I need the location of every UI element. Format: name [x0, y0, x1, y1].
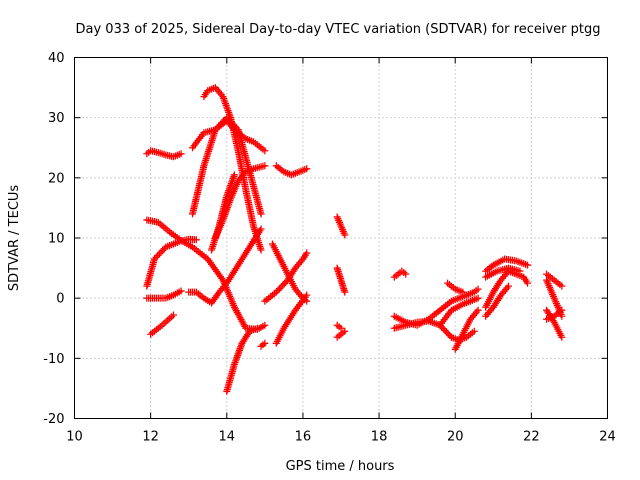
data-point-markers	[272, 162, 311, 179]
y-axis-label: SDTVAR / TECUs	[7, 185, 22, 292]
chart-title: Day 033 of 2025, Sidereal Day-to-day VTE…	[76, 22, 601, 37]
x-tick-label: 20	[447, 430, 464, 445]
data-series	[482, 282, 513, 320]
data-series	[543, 270, 566, 290]
data-series	[482, 255, 532, 275]
y-tick-label: 20	[48, 171, 65, 186]
data-series	[333, 321, 345, 332]
data-series	[444, 279, 467, 296]
data-point-markers	[223, 324, 261, 395]
y-tick-label: -20	[43, 412, 64, 427]
data-point-markers	[482, 255, 532, 275]
data-point-markers	[272, 291, 311, 347]
data-point-markers	[333, 321, 345, 332]
y-tick-label: 30	[48, 111, 65, 126]
y-tick-label: 40	[48, 51, 65, 66]
y-tick-label: -10	[43, 352, 64, 367]
data-point-markers	[482, 267, 532, 311]
data-series	[143, 287, 185, 302]
data-point-markers	[463, 285, 482, 299]
data-point-markers	[451, 306, 482, 353]
y-tick-label: 10	[48, 232, 65, 247]
x-tick-label: 12	[142, 430, 159, 445]
data-series	[482, 267, 532, 311]
data-point-markers	[143, 287, 185, 302]
data-series	[223, 324, 261, 395]
data-series	[543, 306, 566, 323]
data-point-markers	[543, 270, 566, 290]
x-tick-label: 24	[599, 430, 616, 445]
data-point-markers	[482, 282, 513, 320]
data-point-markers	[390, 267, 410, 281]
data-point-markers	[333, 264, 349, 296]
data-point-markers	[143, 235, 200, 290]
data-series	[333, 213, 349, 239]
data-series	[143, 235, 200, 290]
data-series	[147, 311, 177, 338]
data-point-markers	[200, 84, 265, 254]
data-point-markers	[268, 240, 311, 305]
data-series	[333, 327, 349, 341]
data-series	[261, 249, 311, 305]
data-series	[390, 267, 410, 281]
data-series	[333, 264, 349, 296]
x-tick-label: 10	[66, 430, 83, 445]
data-point-markers	[257, 339, 269, 350]
ticks-layer: 10 12 14 16 18 20 22 24 -20 -10 0 10 20 30 40	[43, 51, 616, 445]
x-tick-label: 14	[219, 430, 236, 445]
data-point-markers	[185, 225, 265, 307]
marks-layer	[143, 84, 566, 395]
data-point-markers	[444, 279, 467, 296]
data-point-markers	[261, 249, 311, 305]
data-series	[200, 84, 265, 254]
data-series	[185, 225, 265, 307]
data-point-markers	[543, 306, 566, 323]
y-tick-label: 0	[56, 292, 64, 307]
data-series	[257, 339, 269, 350]
data-point-markers	[333, 327, 349, 341]
data-series	[272, 291, 311, 347]
x-tick-label: 18	[371, 430, 388, 445]
data-series	[268, 240, 311, 305]
x-tick-label: 22	[523, 430, 540, 445]
data-series	[436, 294, 482, 329]
x-tick-label: 16	[295, 430, 312, 445]
data-series	[189, 126, 219, 152]
data-series	[451, 306, 482, 353]
data-point-markers	[333, 213, 349, 239]
data-point-markers	[189, 126, 219, 152]
data-point-markers	[436, 294, 482, 329]
data-point-markers	[143, 147, 185, 161]
data-series	[463, 285, 482, 299]
data-point-markers	[147, 311, 177, 338]
data-series	[143, 147, 185, 161]
x-axis-label: GPS time / hours	[286, 459, 395, 474]
data-series	[272, 162, 311, 179]
